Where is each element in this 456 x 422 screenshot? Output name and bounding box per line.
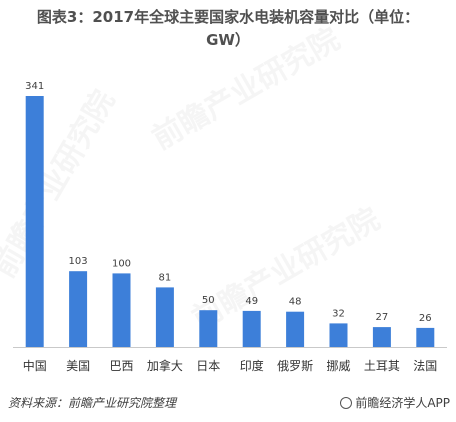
category-label: 挪威 [326,359,350,373]
category-label: 中国 [23,358,47,373]
value-label: 341 [25,81,44,92]
brand: 前瞻经济学人APP [340,394,450,411]
bar-3 [112,273,131,347]
category-label: 美国 [66,359,90,373]
footer: 资料来源：前瞻产业研究院整理 前瞻经济学人APP [0,394,456,414]
bar-6 [242,310,261,347]
category-label: 日本 [196,359,220,373]
chart-title-line-1: 图表3：2017年全球主要国家水电装机容量对比（单位： [36,8,420,26]
category-label: 土耳其 [364,359,400,373]
source-note: 资料来源：前瞻产业研究院整理 [8,396,177,410]
value-label: 100 [112,258,131,269]
bar-9 [372,327,391,347]
category-label: 俄罗斯 [277,359,313,373]
value-label: 27 [376,312,389,323]
chart-title: 图表3：2017年全球主要国家水电装机容量对比（单位： GW） [0,6,456,52]
brand-name: 前瞻经济学人APP [355,396,450,410]
bar-4 [155,287,174,347]
brand-logo-icon [340,396,353,409]
chart-title-line-2: GW） [206,31,250,49]
value-label: 81 [159,272,172,283]
value-label: 32 [332,308,345,319]
category-label: 法国 [413,359,437,373]
value-label: 50 [202,295,215,306]
bar-2 [69,271,88,347]
bar-7 [286,311,305,347]
bar-1 [25,96,44,347]
value-label: 26 [419,313,432,324]
category-label: 加拿大 [147,358,183,373]
bar-8 [329,323,348,347]
bar-chart: 341 中国 103 美国 100 巴西 81 加拿大 50 日本 49 印度 48 俄罗斯 32 挪威 27 土… [13,81,447,373]
value-label: 48 [289,297,302,308]
bar-5 [199,310,218,347]
category-label: 印度 [240,358,264,373]
value-label: 49 [245,296,258,307]
bar-10 [416,327,435,347]
category-label: 巴西 [109,359,133,373]
value-label: 103 [69,256,88,267]
